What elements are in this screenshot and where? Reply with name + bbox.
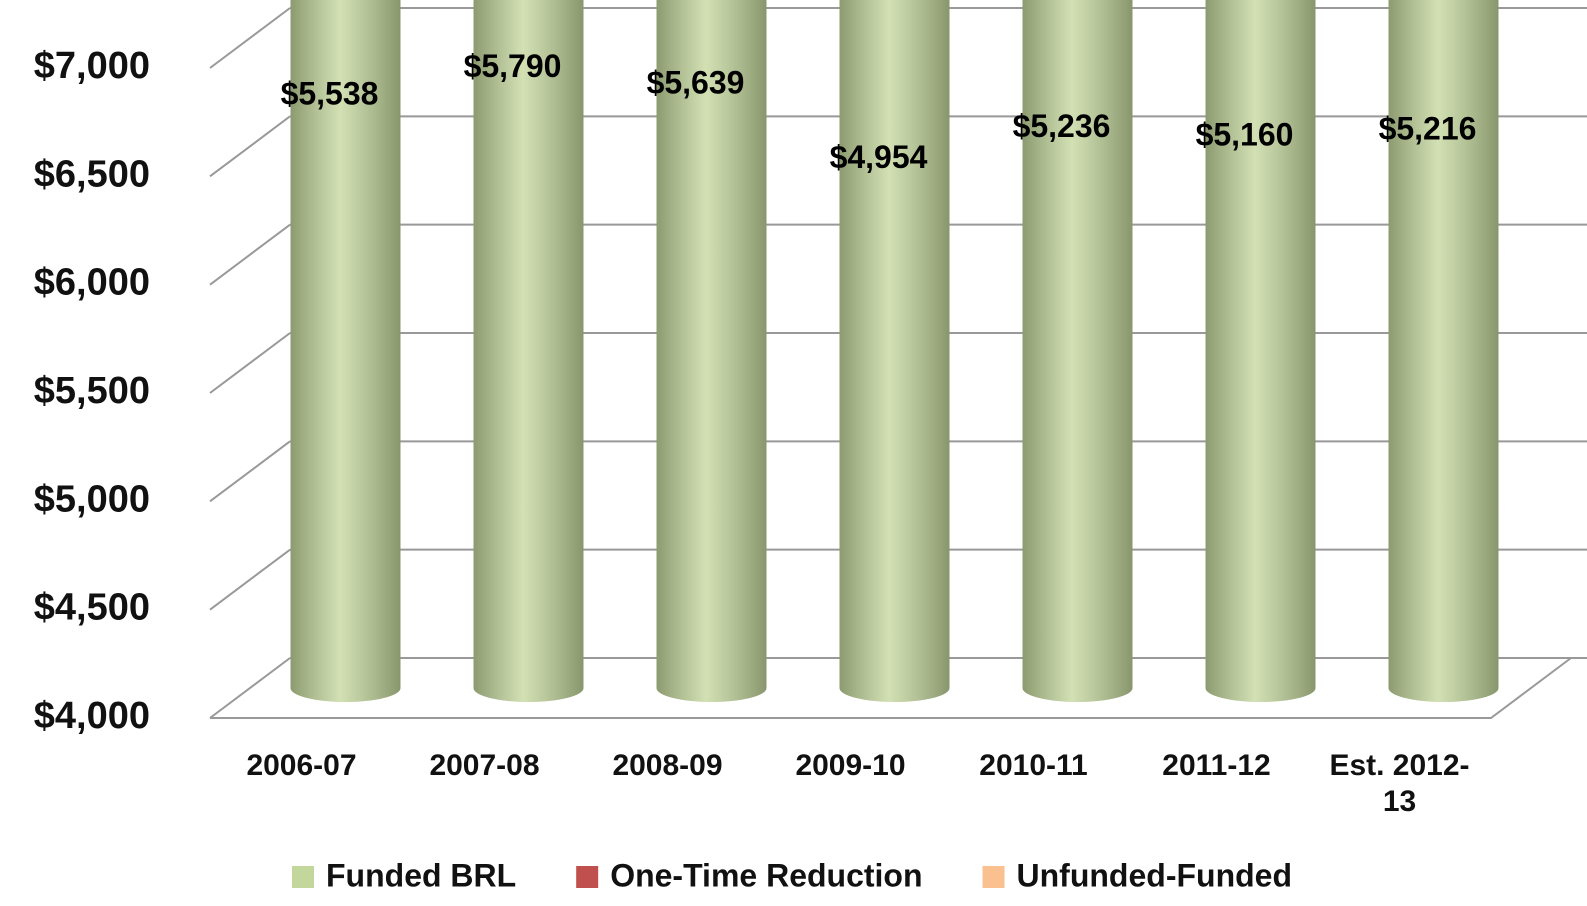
data-label: $5,538: [281, 76, 379, 112]
legend-swatch: [292, 866, 314, 888]
y-tick-label: $7,000: [34, 45, 150, 87]
y-tick-label: $4,500: [34, 587, 150, 629]
data-label: $4,954: [830, 139, 928, 175]
grid-line-side: [209, 548, 291, 611]
x-tick-label: 2009-10: [795, 749, 906, 782]
y-tick-label: $6,500: [34, 153, 150, 195]
grid-line-side: [209, 440, 291, 503]
bar-shade: [290, 0, 401, 702]
data-label: $5,236: [1013, 108, 1111, 144]
y-tick-label: $4,000: [34, 695, 150, 737]
x-tick-label: 2006-07: [246, 749, 357, 782]
x-tick-label: 2008-09: [612, 749, 723, 782]
data-label: $5,790: [464, 48, 562, 84]
bar-shade: [1388, 0, 1499, 702]
grid-line-side: [209, 332, 291, 394]
data-label: $5,216: [1379, 110, 1477, 146]
x-tick-label: 2007-08: [429, 749, 540, 782]
bar-shade: [839, 0, 950, 702]
x-tick-label: Est. 2012-13: [1329, 749, 1470, 818]
y-tick-label: $5,000: [34, 478, 150, 520]
legend-label: One-Time Reduction: [610, 857, 922, 893]
y-tick-label: $6,000: [34, 262, 150, 304]
x-tick-label: 2010-11: [979, 749, 1088, 782]
legend-label: Unfunded-Funded: [1017, 857, 1292, 893]
floor-edge: [210, 657, 1572, 719]
grid-line-side: [209, 7, 291, 69]
y-tick-label: $5,500: [34, 370, 150, 412]
data-label: $5,639: [647, 65, 745, 101]
legend-swatch: [982, 866, 1005, 888]
grid-line-side: [209, 223, 291, 286]
bar-shade: [1205, 0, 1316, 702]
grid-line-side: [209, 115, 291, 178]
bar-shade: [656, 0, 767, 702]
grid-line-side: [209, 657, 291, 719]
bar-shade: [1022, 0, 1133, 702]
legend-label: Funded BRL: [326, 857, 516, 893]
bar-shade: [473, 0, 584, 702]
data-label: $5,160: [1196, 116, 1294, 152]
x-tick-label: 2011-12: [1162, 749, 1271, 782]
legend-swatch: [576, 866, 599, 888]
